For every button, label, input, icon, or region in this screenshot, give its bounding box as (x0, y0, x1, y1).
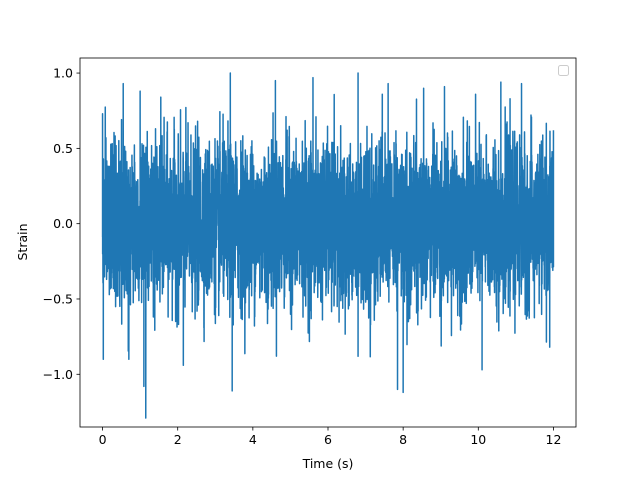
x-tick-label: 0 (99, 432, 107, 447)
legend-box (558, 65, 569, 76)
y-axis-ticks: −1.0 −0.5 0.0 0.5 1.0 (43, 66, 80, 382)
x-tick-label: 8 (399, 432, 407, 447)
y-tick-label: −0.5 (43, 291, 73, 306)
x-axis-ticks: 0 2 4 6 8 10 12 (99, 427, 562, 447)
y-tick-label: −1.0 (43, 367, 73, 382)
x-axis-label: Time (s) (302, 456, 354, 471)
y-axis-label: Strain (15, 223, 30, 260)
x-tick-label: 12 (546, 432, 562, 447)
x-tick-label: 6 (324, 432, 332, 447)
x-tick-label: 2 (174, 432, 182, 447)
strain-series-line (101, 72, 555, 419)
y-tick-label: 0.0 (53, 216, 73, 231)
y-tick-label: 1.0 (53, 66, 73, 81)
x-tick-label: 4 (249, 432, 257, 447)
x-tick-label: 10 (470, 432, 486, 447)
y-tick-label: 0.5 (53, 141, 73, 156)
